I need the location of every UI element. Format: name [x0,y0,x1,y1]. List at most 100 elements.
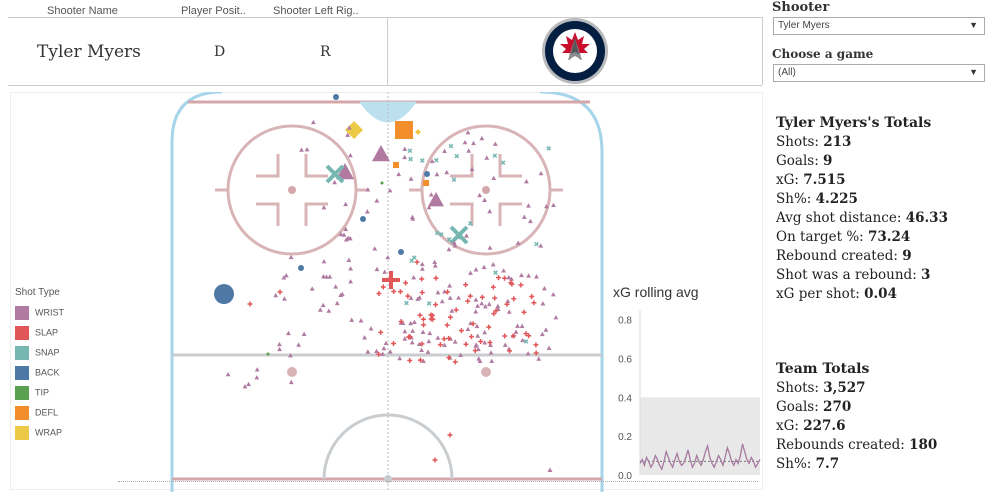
shot-marker [528,218,533,224]
outlier-back-shot [214,284,234,304]
shot-marker [299,147,304,152]
legend-item[interactable]: WRAP [15,426,64,446]
shot-marker [477,192,483,198]
player-stat-line: Shot was a rebound: 3 [776,266,1001,285]
shot-marker [339,291,345,297]
team-stat-label: Rebounds created: [776,437,910,453]
shot-marker [520,337,525,343]
shot-type-legend: Shot Type WRIST SLAP SNAP BACK TIP DEFL WRAP [15,287,64,446]
shot-marker [546,345,552,350]
shot-marker [536,356,542,361]
shot-marker [408,156,413,162]
shot-marker [407,148,413,154]
shot-marker [534,241,539,247]
shooter-dropdown[interactable]: Tyler Myers ▼ [773,17,985,35]
player-stat-label: xG: [776,172,804,188]
rink-panel-border [10,92,763,490]
header-player-position: Player Posit.. [181,5,246,17]
game-dropdown[interactable]: (All) ▼ [773,64,985,82]
shot-marker [507,348,513,354]
shot-marker [448,143,454,149]
shot-marker [533,342,539,348]
player-stat-value: 7.515 [803,172,846,188]
shot-marker [288,254,294,260]
legend-item[interactable]: TIP [15,386,64,406]
shot-marker [407,357,413,363]
shot-marker [372,145,390,162]
player-stat-label: Shot was a rebound: [776,267,922,283]
shot-marker [493,270,498,275]
shooter-table: Shooter Name Player Posit.. Shooter Left… [0,0,763,88]
shot-marker [446,335,452,341]
shot-marker [521,214,527,219]
shot-marker [526,273,531,278]
shot-marker [419,290,425,296]
shot-marker [396,171,402,177]
table-top-border [8,17,762,18]
shot-marker [398,249,404,255]
shot-marker [419,341,425,347]
shot-marker [362,335,367,340]
shot-marker [273,292,279,298]
legend-item[interactable]: DEFL [15,406,64,426]
player-stat-line: Sh%: 4.225 [776,190,1001,209]
shot-marker [456,295,461,300]
shot-map[interactable] [160,92,620,492]
shot-marker [409,258,415,264]
shot-marker [484,155,490,160]
legend-item[interactable]: SLAP [15,326,64,346]
shot-marker [481,264,487,270]
shot-marker [409,339,415,345]
legend-item[interactable]: WRIST [15,306,64,326]
player-position-cell[interactable]: D [214,44,226,60]
legend-label: TIP [35,387,50,398]
shooter-filter-label: Shooter [772,0,830,15]
xg-ytick-label: 0.4 [618,393,632,404]
legend-item[interactable]: SNAP [15,346,64,366]
team-totals-panel: Team Totals Shots: 3,527 Goals: 270 xG: 22… [776,361,1001,474]
player-stat-value: 9 [823,153,833,169]
shooter-hand-cell[interactable]: R [320,44,331,60]
shot-marker [435,335,441,340]
xg-rolling-chart[interactable]: 0.0 0.2 0.4 0.6 0.8 [610,305,762,485]
shot-marker [296,342,302,347]
table-bottom-border [8,85,762,86]
shot-marker [506,275,512,280]
shot-marker [420,316,426,322]
shot-marker [449,308,455,313]
shot-marker [447,283,453,288]
shot-marker [543,327,549,332]
shot-marker [380,284,386,290]
shot-marker [487,340,493,346]
shot-marker [428,192,444,207]
shot-marker [482,304,488,309]
xg-series-line [639,443,761,471]
shot-marker [477,358,483,363]
shot-marker [473,309,479,314]
shooter-name-cell[interactable]: Tyler Myers [37,42,141,62]
shot-marker [372,246,378,251]
table-right-border [762,17,763,85]
team-stat-line: Goals: 270 [776,398,1001,417]
shot-marker [374,348,379,354]
shot-marker [242,384,248,389]
shot-marker [511,333,517,339]
shot-marker [428,192,434,197]
player-stat-value: 4.225 [815,191,858,207]
shot-marker [473,267,479,272]
team-stat-label: xG: [776,418,804,434]
shot-marker [500,160,506,166]
neutral-dot-right [481,367,491,377]
shot-marker [387,349,393,354]
shot-marker [380,351,386,356]
team-stat-label: Goals: [776,399,824,415]
shot-marker [419,158,425,163]
legend-item[interactable]: BACK [15,366,64,386]
shot-marker [385,254,391,260]
shot-marker [452,339,458,344]
shot-marker [288,353,293,358]
shot-marker [304,147,310,152]
shot-marker [465,130,471,135]
team-stat-label: Shots: [776,380,824,396]
shot-marker [513,329,519,334]
